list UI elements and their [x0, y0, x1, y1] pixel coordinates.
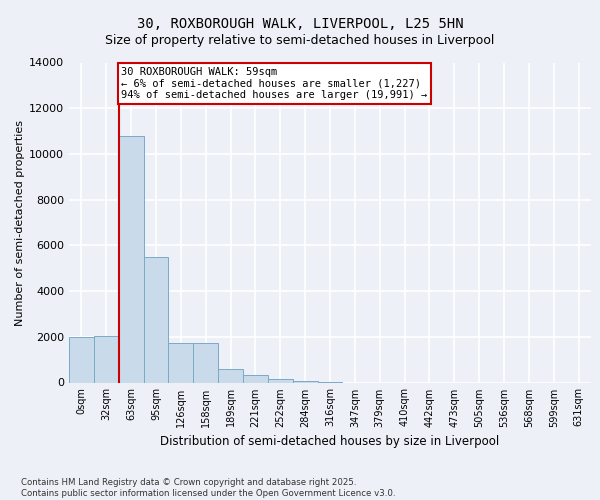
- Text: Contains HM Land Registry data © Crown copyright and database right 2025.
Contai: Contains HM Land Registry data © Crown c…: [21, 478, 395, 498]
- Text: 30 ROXBOROUGH WALK: 59sqm
← 6% of semi-detached houses are smaller (1,227)
94% o: 30 ROXBOROUGH WALK: 59sqm ← 6% of semi-d…: [121, 67, 427, 100]
- Bar: [243, 374, 268, 382]
- Bar: [193, 342, 218, 382]
- Text: Size of property relative to semi-detached houses in Liverpool: Size of property relative to semi-detach…: [106, 34, 494, 47]
- Y-axis label: Number of semi-detached properties: Number of semi-detached properties: [15, 120, 25, 326]
- Bar: [169, 342, 193, 382]
- Bar: [268, 379, 293, 382]
- Bar: [293, 380, 317, 382]
- X-axis label: Distribution of semi-detached houses by size in Liverpool: Distribution of semi-detached houses by …: [160, 435, 500, 448]
- Text: 30, ROXBOROUGH WALK, LIVERPOOL, L25 5HN: 30, ROXBOROUGH WALK, LIVERPOOL, L25 5HN: [137, 18, 463, 32]
- Bar: [143, 257, 169, 382]
- Bar: [119, 136, 143, 382]
- Bar: [218, 369, 243, 382]
- Bar: [94, 336, 119, 382]
- Bar: [69, 337, 94, 382]
